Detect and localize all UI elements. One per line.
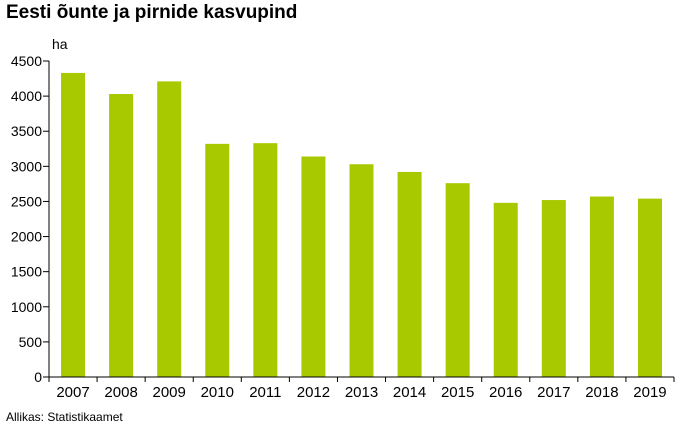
bar-2016	[493, 202, 518, 377]
source-note: Allikas: Statistikaamet	[6, 410, 123, 424]
x-tick-label: 2011	[249, 384, 281, 401]
x-tick-label: 2018	[585, 384, 618, 401]
bar-2018	[589, 196, 614, 377]
bar-2010	[205, 143, 230, 377]
y-tick-label: 3000	[11, 158, 42, 174]
y-tick-label: 500	[19, 334, 43, 350]
bar-2009	[157, 81, 182, 377]
chart-title: Eesti õunte ja pirnide kasvupind	[6, 2, 298, 23]
bar-2011	[253, 143, 278, 377]
x-tick-label: 2009	[153, 384, 186, 401]
x-tick-label: 2015	[441, 384, 474, 401]
y-tick-label: 0	[34, 369, 42, 385]
bar-2012	[301, 156, 326, 377]
y-tick-label: 1500	[11, 264, 42, 280]
x-tick-label: 2010	[201, 384, 234, 401]
x-tick-label: 2013	[345, 384, 378, 401]
x-tick-label: 2012	[297, 384, 330, 401]
x-tick-label: 2017	[537, 384, 570, 401]
x-tick-label: 2019	[633, 384, 666, 401]
y-axis-unit-label: ha	[52, 36, 68, 52]
bar-2008	[109, 94, 134, 377]
bar-2007	[61, 72, 86, 377]
bar-2014	[397, 171, 422, 377]
y-tick-label: 4000	[11, 88, 42, 104]
x-tick-label: 2008	[104, 384, 137, 401]
bar-2017	[541, 200, 566, 377]
x-tick-label: 2014	[393, 384, 426, 401]
x-tick-label: 2016	[489, 384, 522, 401]
bar-2013	[349, 164, 374, 377]
y-tick-label: 2500	[11, 193, 42, 209]
bar-2015	[445, 183, 470, 377]
y-tick-label: 1000	[11, 299, 42, 315]
y-tick-label: 2000	[11, 229, 42, 245]
x-tick-label: 2007	[56, 384, 89, 401]
y-tick-label: 3500	[11, 123, 42, 139]
y-tick-label: 4500	[11, 53, 42, 69]
bar-2019	[637, 198, 662, 377]
